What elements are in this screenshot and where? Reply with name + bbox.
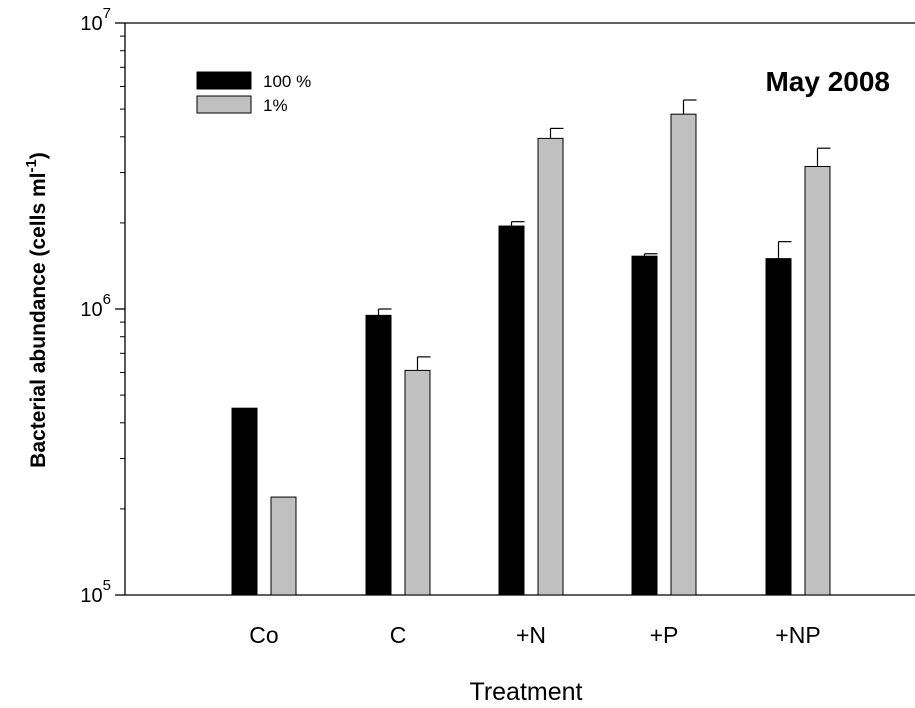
legend-label: 100 % [263,72,311,91]
bar-series2 [804,165,831,596]
legend-swatch [196,95,252,114]
bar-series1 [231,407,258,596]
y-tick-label: 106 [80,291,111,321]
x-tick-label: +N [516,622,546,648]
bar-series1 [631,255,658,596]
y-axis-title: Bacterial abundance (cells ml-1) [23,152,50,468]
x-tick-label: +P [650,622,679,648]
y-tick-label: 107 [80,5,111,35]
bar-series2 [270,496,297,596]
error-bars [377,99,831,371]
bar-series1 [365,314,392,596]
chart-annotation: May 2008 [765,66,890,97]
legend: 100 % 1% [196,71,311,115]
x-tick-label: Co [249,622,278,648]
bar-series1 [498,225,525,596]
x-tick-label: C [390,622,407,648]
bar-series1 [765,258,792,596]
bars [231,113,831,596]
x-tick-labels: Co C +N +P +NP [249,622,820,648]
y-tick-label: 105 [80,577,111,607]
x-axis-title: Treatment [469,678,582,706]
x-tick-label: +NP [775,622,820,648]
bar-series2 [537,137,564,596]
bar-series2 [404,369,431,596]
legend-label: 1% [263,96,288,115]
bar-series2 [670,113,697,596]
y-ticks: 105 106 107 [80,5,125,607]
legend-swatch [196,71,252,90]
